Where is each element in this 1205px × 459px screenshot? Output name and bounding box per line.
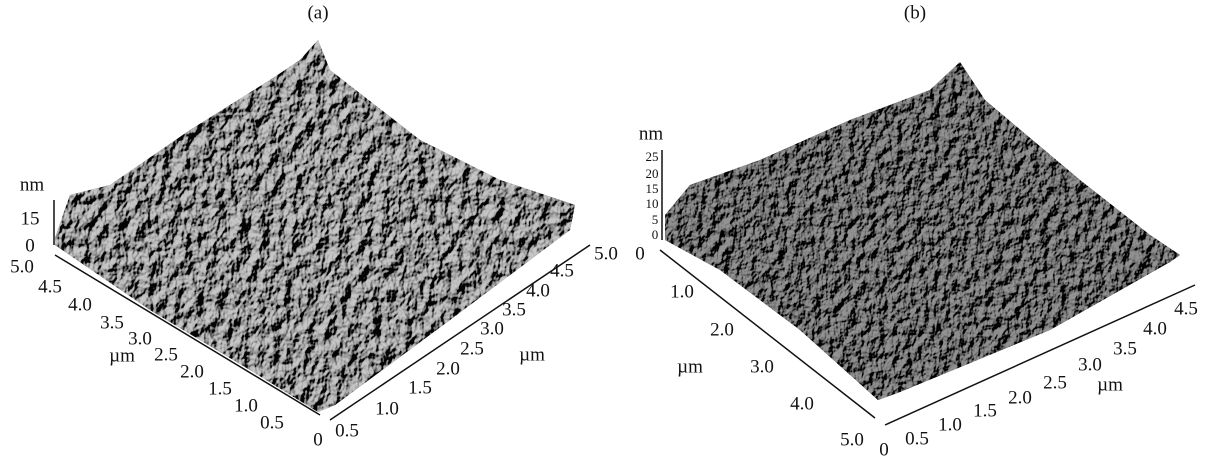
label: 5.0 [10,256,34,277]
label: 1.0 [670,281,694,302]
label: µm [677,356,703,377]
label: 0 [25,235,35,256]
label: 5.0 [594,243,618,264]
label: 4.0 [1143,318,1167,339]
label: (a) [307,2,328,23]
label: 15 [21,208,40,229]
label: 1.0 [375,398,399,419]
label: 15 [646,181,659,196]
label: 4.5 [1174,298,1198,319]
label: 1.5 [208,378,232,399]
label: (b) [904,2,926,23]
figure: (a)nm150µm5.04.54.03.53.02.52.01.51.00.5… [0,0,1205,459]
label: µm [519,344,545,365]
label: 0 [635,243,645,264]
label: 0 [652,227,659,242]
label: 20 [646,166,659,181]
label: 1.0 [234,395,258,416]
label: 1.5 [408,377,432,398]
label: 1.0 [938,414,962,435]
label: 0.5 [335,420,359,441]
label: 2.0 [710,319,734,340]
label: 1.5 [973,400,997,421]
label: 3.0 [1078,354,1102,375]
label: 2.0 [436,358,460,379]
label: µm [1097,374,1123,395]
label: 2.0 [1008,387,1032,408]
label: 4.5 [38,276,62,297]
label: 25 [646,149,659,164]
label: 3.5 [502,299,526,320]
label: 0 [879,439,889,459]
surface-b [665,62,1180,400]
label: 4.0 [526,280,550,301]
label: 2.5 [460,338,484,359]
label: nm [639,123,664,144]
label: 0 [313,429,323,450]
label: 3.0 [128,328,152,349]
label: 5 [652,212,659,227]
label: 4.5 [550,260,574,281]
label: 3.5 [100,312,124,333]
label: 3.0 [480,318,504,339]
label: 4.0 [790,393,814,414]
label: 0.5 [905,428,929,449]
label: 4.0 [68,294,92,315]
label: 3.5 [1113,338,1137,359]
label: 10 [646,196,659,211]
label: nm [20,174,45,195]
label: 2.5 [1043,372,1067,393]
label: 3.0 [750,356,774,377]
label: 2.5 [154,344,178,365]
label: 0.5 [260,412,284,433]
label: 2.0 [180,361,204,382]
label: 5.0 [840,429,864,450]
